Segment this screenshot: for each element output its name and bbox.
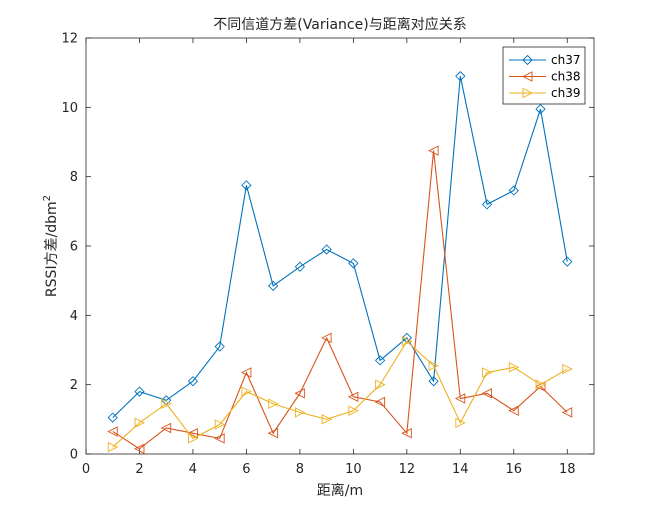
data-point [161, 395, 172, 406]
y-axis-title-main: RSSI方差/dbm [44, 201, 60, 297]
legend-label: ch38 [551, 70, 580, 84]
data-point [241, 180, 252, 191]
data-point [321, 414, 333, 425]
data-point [428, 376, 439, 387]
data-point [321, 332, 332, 344]
y-axis-ticks: 0 2 4 6 8 10 12 [61, 32, 594, 463]
x-axis-ticks: 0 2 4 6 8 10 12 14 16 18 [82, 38, 576, 477]
series-ch37 [107, 70, 573, 423]
legend-marker [522, 87, 534, 99]
data-point [455, 70, 466, 82]
data-point [561, 407, 573, 418]
data-point [294, 388, 305, 399]
data-point [134, 386, 145, 397]
legend: ch37 ch38 ch39 [502, 46, 586, 105]
data-point [294, 407, 306, 418]
data-point [428, 145, 439, 156]
data-point [187, 376, 199, 387]
legend-box [502, 46, 586, 105]
data-point [214, 419, 226, 430]
series-line [112, 76, 568, 418]
data-point [455, 417, 466, 429]
data-point [535, 103, 546, 115]
data-point [187, 427, 198, 439]
data-point [562, 363, 573, 375]
series-line [112, 340, 568, 448]
y-tick-label: 0 [70, 448, 78, 463]
legend-label: ch37 [551, 53, 580, 67]
data-point [401, 427, 412, 439]
data-point [321, 244, 332, 255]
data-point [508, 405, 519, 416]
data-point [508, 185, 519, 196]
data-point [562, 256, 573, 267]
data-point [481, 199, 493, 210]
data-point [428, 360, 440, 371]
x-tick-label: 12 [399, 462, 416, 477]
data-point [347, 391, 359, 403]
data-point [133, 443, 145, 455]
plot-area [85, 37, 595, 455]
data-point [107, 426, 118, 437]
data-point [107, 412, 118, 423]
data-point [214, 433, 225, 444]
x-tick-label: 6 [242, 462, 250, 477]
data-point [374, 396, 386, 408]
data-point [508, 362, 520, 373]
x-tick-label: 0 [82, 462, 90, 477]
y-axis-title-superscript: 2 [42, 195, 53, 201]
data-point [401, 336, 413, 347]
data-point [374, 355, 386, 366]
chart-title: 不同信道方差(Variance)与距离对应关系 [213, 16, 466, 33]
y-tick-label: 8 [70, 170, 78, 185]
data-point [134, 417, 145, 429]
data-point [268, 280, 279, 292]
y-tick-label: 4 [70, 309, 78, 324]
x-tick-label: 2 [135, 462, 143, 477]
legend-marker [522, 54, 533, 66]
x-tick-label: 18 [559, 462, 576, 477]
data-point [481, 388, 493, 399]
y-axis-title: RSSI方差/dbm2 [42, 195, 60, 297]
data-point [187, 433, 199, 444]
data-point [241, 386, 252, 397]
data-point [375, 379, 386, 390]
data-point [294, 261, 306, 272]
series-ch39 [107, 336, 573, 453]
data-point [535, 379, 547, 390]
x-tick-label: 4 [189, 462, 197, 477]
x-tick-label: 10 [345, 462, 362, 477]
data-point [454, 393, 466, 404]
data-point [107, 441, 119, 453]
y-tick-label: 12 [61, 32, 78, 47]
data-point [240, 367, 252, 378]
data-point [161, 398, 172, 409]
data-point [348, 258, 359, 269]
data-point [214, 341, 225, 352]
legend-marker [521, 71, 533, 82]
data-point [160, 422, 172, 434]
series-layer [107, 70, 573, 455]
legend-label: ch39 [551, 86, 580, 100]
x-tick-label: 16 [506, 462, 523, 477]
x-tick-label: 8 [296, 462, 304, 477]
x-tick-label: 14 [452, 462, 469, 477]
x-axis-title: 距离/m [317, 482, 363, 499]
data-point [267, 427, 279, 439]
y-tick-label: 10 [61, 101, 78, 116]
data-point [268, 398, 279, 409]
y-tick-label: 2 [70, 378, 78, 393]
y-tick-label: 6 [70, 240, 78, 255]
data-point [482, 367, 493, 378]
data-point [348, 405, 359, 416]
